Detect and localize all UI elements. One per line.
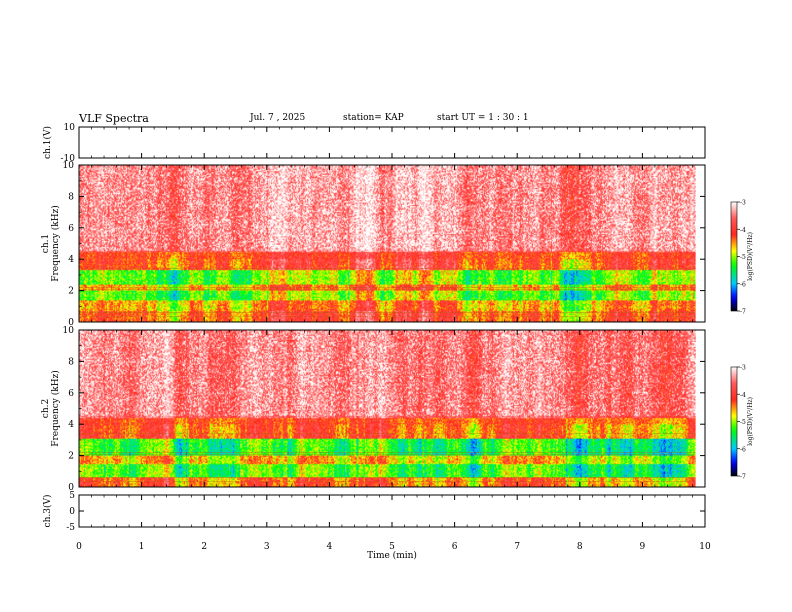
ch2-colorbar-tick-label: -7 [740,474,746,481]
ch2-spectrogram-ytick-label: 10 [63,326,75,336]
ch1-colorbar-label: log(PSD)(V²/Hz) [747,232,754,281]
ch2-colorbar-tick-label: -3 [740,365,746,372]
x-tick-label: 7 [514,542,520,552]
ch3-waveform-ytick-label: 5 [69,491,75,501]
ch2-colorbar-tick-label: -5 [740,419,746,426]
ch2-colorbar-tick-label: -4 [740,392,746,399]
ch1-waveform-ylabel: ch.1(V) [42,126,53,159]
ch1-colorbar [730,201,738,312]
x-tick-label: 0 [76,542,82,552]
ch3-waveform-ylabel: ch.3(V) [42,495,53,528]
ch1-spectrogram-ytick-label: 6 [68,224,74,234]
ch1-waveform-ytick-label: 10 [64,123,76,133]
ch1-spectrogram-ytick-label: 4 [68,255,74,265]
ch2-spectrogram-ylabel-line2: Frequency (kHz) [50,370,61,447]
x-axis-label: Time (min) [367,550,417,561]
x-tick-label: 6 [452,542,458,552]
ch2-colorbar [730,366,738,477]
ch1-waveform-frame [78,126,706,159]
ch2-colorbar-tick-label: -6 [740,446,746,453]
ch1-waveform-ytick-label: -10 [61,154,76,164]
ch2-spectrogram-ylabel-line1: ch.2 [41,399,51,418]
ch2-spectrogram-ytick-label: 0 [68,483,74,493]
ch2-colorbar-label: log(PSD)(V²/Hz) [747,397,754,446]
ch1-spectrogram-heatmap [79,165,696,322]
figure-title: VLF Spectra [79,112,149,125]
ch1-colorbar-tick-label: -4 [740,227,746,234]
ch1-colorbar-tick-label: -6 [740,281,746,288]
ch1-spectrogram-ytick-label: 0 [68,318,74,328]
date-label: Jul. 7 , 2025 [250,113,306,123]
ch2-spectrogram-ytick-label: 4 [68,420,74,430]
ch1-colorbar-tick-label: -7 [740,309,746,316]
ch3-waveform-ytick-label: 0 [69,507,75,517]
x-tick-label: 10 [699,542,711,552]
ch3-waveform-frame [78,494,706,528]
ch2-spectrogram-heatmap [79,330,696,487]
ch2-spectrogram-ytick-label: 6 [68,389,74,399]
ch1-colorbar-tick-label: -3 [740,200,746,207]
x-tick-label: 1 [139,542,145,552]
x-tick-label: 3 [264,542,270,552]
ch1-spectrogram-ylabel-line2: Frequency (kHz) [50,205,61,282]
station-label: station= KAP [343,113,404,123]
x-tick-label: 5 [389,542,395,552]
x-tick-label: 8 [577,542,583,552]
x-tick-label: 9 [640,542,646,552]
x-tick-label: 4 [327,542,333,552]
ch1-spectrogram-ylabel-line1: ch.1 [41,234,51,253]
ch2-spectrogram-ytick-label: 2 [68,452,74,462]
ch3-waveform-ytick-label: -5 [66,523,75,533]
x-tick-label: 2 [201,542,207,552]
start-ut-label: start UT = 1 : 30 : 1 [437,113,529,123]
ch1-spectrogram-ytick-label: 8 [68,192,74,202]
ch1-colorbar-tick-label: -5 [740,254,746,261]
ch2-spectrogram-ytick-label: 8 [68,357,74,367]
ch1-spectrogram-ytick-label: 10 [63,161,75,171]
ch1-spectrogram-ytick-label: 2 [68,287,74,297]
